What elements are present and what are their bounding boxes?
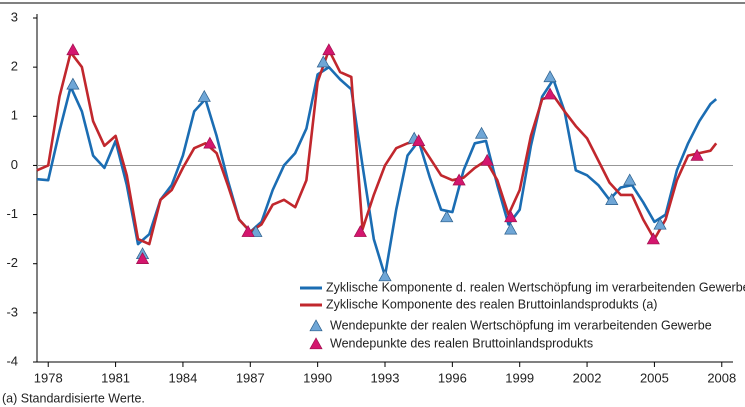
x-tick-label: 1981	[101, 370, 130, 385]
turning-point	[316, 55, 330, 68]
turning-point	[412, 134, 426, 147]
footnote: (a) Standardisierte Werte.	[2, 391, 145, 405]
turning-point	[241, 225, 255, 237]
x-tick-label: 2005	[640, 370, 669, 385]
turning-point	[322, 43, 336, 56]
turning-point	[504, 222, 518, 235]
y-tick-label: 2	[11, 59, 18, 74]
turning-point	[197, 89, 211, 102]
y-tick-label: 3	[11, 9, 18, 24]
x-tick-label: 1996	[438, 370, 467, 385]
legend-label: Wendepunkte des realen Bruttoinlandsprod…	[330, 336, 593, 350]
turning-point	[605, 193, 619, 205]
turning-point	[504, 210, 518, 223]
legend-swatch	[309, 319, 323, 332]
turning-point	[203, 136, 217, 149]
turning-point	[623, 173, 637, 186]
legend-label: Wendepunkte der realen Wertschöpfung im …	[330, 318, 712, 332]
x-tick-label: 1999	[505, 370, 534, 385]
turning-point	[543, 70, 557, 83]
turning-point	[543, 87, 557, 100]
turning-point	[690, 148, 704, 161]
legend-swatch	[309, 337, 323, 350]
y-tick-label: -1	[6, 206, 18, 221]
series-line	[36, 48, 718, 246]
y-tick-label: -3	[6, 304, 18, 319]
x-tick-label: 2008	[707, 370, 736, 385]
turning-point	[474, 126, 489, 139]
legend-label: Zyklische Komponente d. realen Wertschöp…	[326, 280, 745, 294]
series-line	[36, 65, 718, 278]
x-tick-label: 1984	[168, 370, 197, 385]
legend-label: Zyklische Komponente des realen Bruttoin…	[326, 297, 657, 311]
x-tick-label: 2002	[573, 370, 602, 385]
turning-point	[480, 153, 494, 166]
y-tick-label: 0	[11, 157, 18, 172]
x-tick-label: 1978	[34, 370, 63, 385]
turning-point	[653, 217, 667, 230]
turning-point	[66, 43, 80, 56]
x-tick-label: 1987	[236, 370, 265, 385]
turning-point	[66, 77, 80, 90]
turning-point	[452, 173, 466, 186]
turning-point	[440, 210, 454, 223]
turning-point	[378, 269, 392, 282]
y-tick-label: -2	[6, 255, 18, 270]
turning-point	[135, 252, 150, 264]
turning-point	[646, 232, 660, 245]
x-tick-label: 1993	[371, 370, 400, 385]
y-tick-label: -4	[6, 353, 18, 368]
legend: Zyklische Komponente d. realen Wertschöp…	[300, 280, 745, 350]
y-tick-label: 1	[11, 108, 18, 123]
turning-point	[353, 225, 367, 237]
x-tick-label: 1990	[303, 370, 332, 385]
